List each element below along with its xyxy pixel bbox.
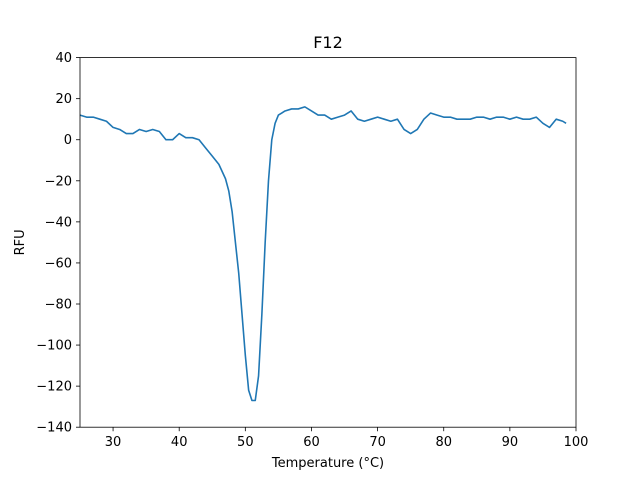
x-tick-label: 70 xyxy=(369,435,386,450)
y-tick-label: −40 xyxy=(45,215,72,230)
y-tick-label: −20 xyxy=(45,174,72,189)
y-tick-label: −140 xyxy=(36,421,72,436)
x-tick-label: 40 xyxy=(171,435,188,450)
y-tick-label: 0 xyxy=(64,133,72,148)
axis-ticks: 30 40 50 60 70 80 90 100 40 20 0 −20 −40 −60 −80 −100 −1… xyxy=(36,51,588,450)
series-line xyxy=(79,106,567,402)
x-tick-label: 60 xyxy=(303,435,320,450)
x-tick-label: 80 xyxy=(435,435,452,450)
x-tick-label: 50 xyxy=(237,435,254,450)
x-tick-label: 100 xyxy=(564,435,589,450)
x-tick-label: 90 xyxy=(502,435,519,450)
y-tick-label: −60 xyxy=(45,256,72,271)
y-tick-label: 20 xyxy=(55,92,72,107)
y-axis-label: RFU xyxy=(13,229,28,255)
x-tick-label: 30 xyxy=(105,435,122,450)
x-axis-label: Temperature (°C) xyxy=(271,456,384,471)
y-tick-label: −120 xyxy=(36,380,72,395)
plot-frame xyxy=(79,57,577,428)
y-tick-label: −100 xyxy=(36,339,72,354)
y-tick-label: −80 xyxy=(45,298,72,313)
y-tick-label: 40 xyxy=(55,51,72,66)
chart-title: F12 xyxy=(313,33,343,52)
